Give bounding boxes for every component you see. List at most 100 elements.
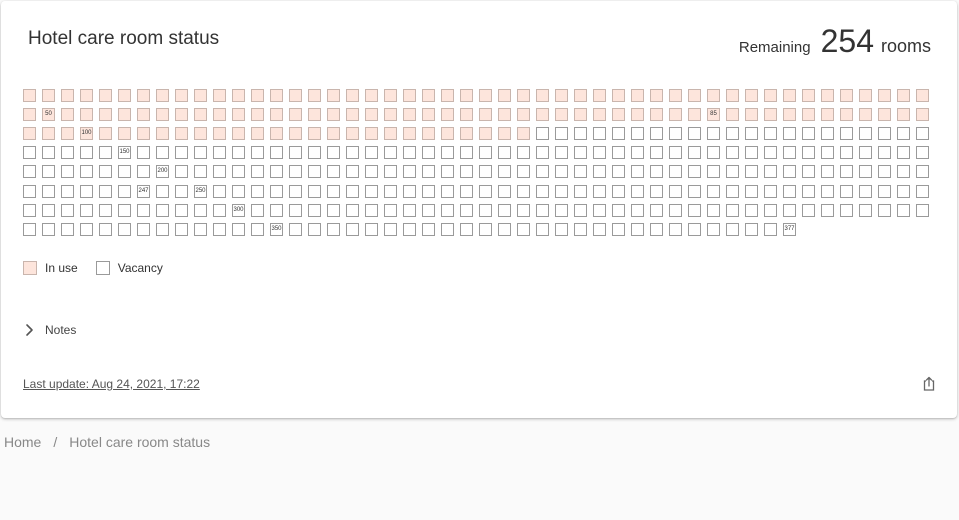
room-cell <box>118 184 131 198</box>
room-cell <box>764 203 777 217</box>
room-cell <box>669 203 682 217</box>
room-cell <box>156 127 169 141</box>
room-cell <box>821 89 834 102</box>
room-cell <box>365 184 378 198</box>
room-cell <box>327 203 340 217</box>
room-cell <box>365 146 378 160</box>
room-cell <box>403 89 416 102</box>
room-cell <box>441 146 454 160</box>
room-cell <box>840 146 853 160</box>
room-cell <box>745 203 758 217</box>
room-cell <box>498 184 511 198</box>
legend-in-use-label: In use <box>45 261 78 275</box>
room-cell <box>555 89 568 102</box>
room-cell <box>821 127 834 141</box>
room-cell <box>23 222 36 236</box>
legend-vacancy-label: Vacancy <box>117 261 163 275</box>
room-cell <box>384 165 397 179</box>
room-cell <box>631 222 644 236</box>
room-cell <box>441 108 454 122</box>
room-cell <box>574 203 587 217</box>
room-cell <box>479 165 492 179</box>
room-cell <box>384 222 397 236</box>
room-cell <box>403 108 416 122</box>
room-cell <box>688 184 701 198</box>
room-cell <box>403 165 416 179</box>
room-cell <box>650 127 663 141</box>
room-cell <box>23 203 36 217</box>
room-cell <box>764 89 777 102</box>
room-cell <box>707 89 720 102</box>
room-cell <box>23 165 36 179</box>
room-cell <box>479 184 492 198</box>
room-cell <box>498 108 511 122</box>
room-cell <box>536 203 549 217</box>
notes-expander[interactable]: Notes <box>23 323 76 337</box>
room-cell <box>707 127 720 141</box>
room-cell <box>783 184 796 198</box>
room-cell <box>403 127 416 141</box>
room-cell <box>688 89 701 102</box>
room-cell <box>916 146 929 160</box>
room-cell <box>346 222 359 236</box>
room-cell <box>536 184 549 198</box>
room-cell <box>574 222 587 236</box>
room-cell <box>612 146 625 160</box>
room-cell <box>441 222 454 236</box>
room-cell <box>821 165 834 179</box>
remaining-prefix: Remaining <box>738 39 811 56</box>
room-cell <box>460 108 473 122</box>
last-update-link[interactable]: Last update: Aug 24, 2021, 17:22 <box>23 377 200 391</box>
room-cell <box>840 184 853 198</box>
room-cell <box>61 184 74 198</box>
room-cell <box>555 222 568 236</box>
room-cell <box>251 127 264 141</box>
room-cell <box>612 108 625 122</box>
room-cell <box>631 108 644 122</box>
room-cell <box>194 222 207 236</box>
room-cell <box>289 165 302 179</box>
room-cell <box>859 165 872 179</box>
room-cell <box>479 222 492 236</box>
room-cell <box>897 127 910 141</box>
room-cell <box>745 89 758 102</box>
remaining-summary: Remaining 254 rooms <box>739 23 931 60</box>
room-cell <box>156 89 169 102</box>
room-cell <box>441 127 454 141</box>
room-cell <box>213 89 226 102</box>
room-cell <box>878 184 891 198</box>
room-cell <box>479 108 492 122</box>
room-cell <box>42 89 55 102</box>
legend-vacancy-swatch <box>95 261 110 275</box>
share-button[interactable] <box>921 376 937 397</box>
room-cell <box>99 203 112 217</box>
room-cell <box>61 108 74 122</box>
room-cell <box>840 108 853 122</box>
room-cell <box>232 89 245 102</box>
breadcrumb-home[interactable]: Home <box>4 434 42 450</box>
room-cell <box>270 108 283 122</box>
room-cell <box>175 203 188 217</box>
room-cell <box>137 146 150 160</box>
room-cell: 247 <box>137 184 150 198</box>
room-cell <box>384 108 397 122</box>
room-cell <box>289 108 302 122</box>
room-cell <box>403 146 416 160</box>
room-cell <box>289 203 302 217</box>
room-cell <box>783 89 796 102</box>
room-cell <box>327 165 340 179</box>
room-cell <box>726 89 739 102</box>
room-cell <box>498 165 511 179</box>
room-cell <box>631 127 644 141</box>
room-cell <box>99 108 112 122</box>
room-cell <box>175 184 188 198</box>
room-cell <box>99 146 112 160</box>
room-cell <box>251 222 264 236</box>
room-cell <box>441 203 454 217</box>
room-cell <box>384 203 397 217</box>
room-cell <box>194 89 207 102</box>
room-cell <box>80 89 93 102</box>
room-cell <box>61 222 74 236</box>
room-cell <box>99 165 112 179</box>
room-cell <box>327 127 340 141</box>
